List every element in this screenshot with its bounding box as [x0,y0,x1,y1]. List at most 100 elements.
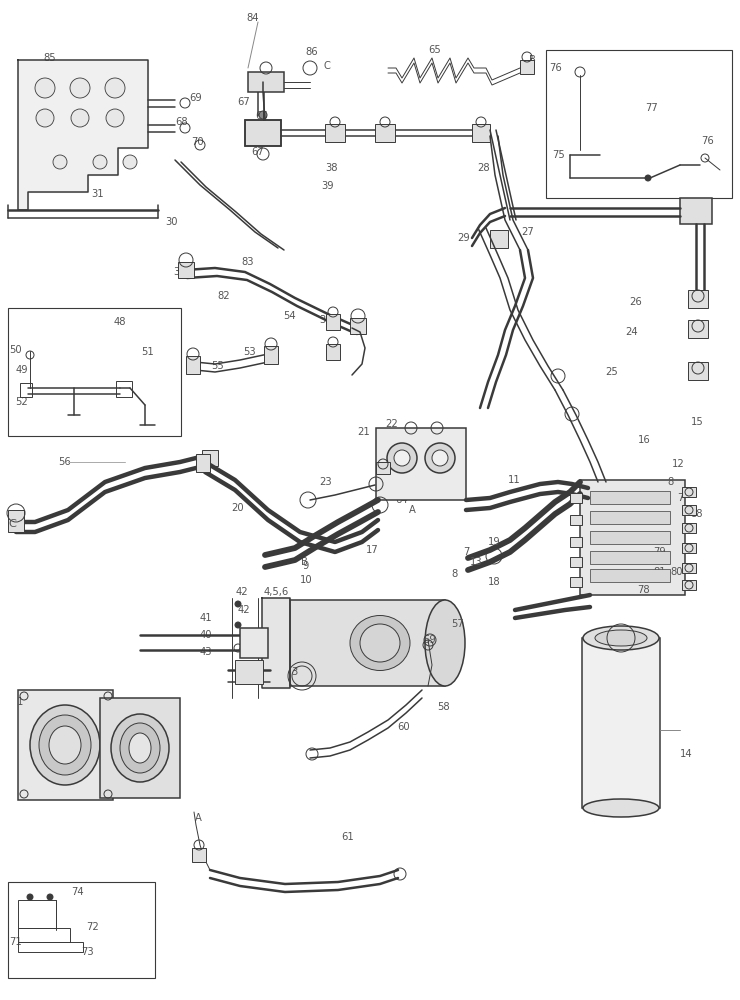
Bar [8,882,155,978]
Bar [235,660,263,684]
Text: 77: 77 [645,103,659,113]
Bar [240,628,268,658]
Text: A: A [195,813,201,823]
Text: 51: 51 [141,347,155,357]
Text: 28: 28 [478,163,491,173]
Ellipse shape [595,630,647,646]
Bar [688,320,708,338]
Text: 42: 42 [238,605,250,615]
Text: 65: 65 [428,45,441,55]
Bar [570,557,582,567]
Polygon shape [18,60,148,210]
Bar [582,638,660,808]
Text: 70: 70 [192,137,204,147]
Text: 60: 60 [397,722,410,732]
Bar [196,454,210,472]
Text: 43: 43 [200,647,212,657]
Circle shape [394,450,410,466]
Text: 31: 31 [92,189,104,199]
Circle shape [71,109,89,127]
Ellipse shape [129,733,151,763]
Bar [590,551,670,564]
Text: 85: 85 [44,53,56,63]
Text: 22: 22 [386,419,398,429]
Bar [688,362,708,380]
Ellipse shape [583,626,659,650]
Bar [570,537,582,547]
Bar [546,50,732,198]
Bar [570,577,582,587]
Text: 42: 42 [235,587,249,597]
Ellipse shape [350,615,410,670]
Text: 76: 76 [550,63,562,73]
Bar [8,308,181,436]
Circle shape [387,443,417,473]
Text: 80: 80 [670,567,683,577]
Bar [590,531,670,544]
Text: 57: 57 [451,619,465,629]
Bar [520,60,534,74]
Bar [682,523,696,533]
Text: 1: 1 [17,697,23,707]
Text: 53: 53 [243,347,256,357]
Bar [178,262,194,278]
Text: 2: 2 [147,767,153,777]
Text: 83: 83 [242,257,255,267]
Text: 49: 49 [16,365,28,375]
Text: C: C [8,519,16,529]
Text: 64: 64 [396,495,408,505]
Ellipse shape [425,600,465,686]
Bar [116,381,132,397]
Text: 26: 26 [630,297,642,307]
Circle shape [432,450,448,466]
Text: 63: 63 [425,470,438,480]
Text: 44: 44 [238,662,250,672]
Bar [376,462,390,474]
Text: 56: 56 [58,457,71,467]
Ellipse shape [39,715,91,775]
Text: 76: 76 [702,136,714,146]
Bar [8,510,24,532]
Text: 13: 13 [470,557,482,567]
Text: 62: 62 [417,485,431,495]
Text: 50: 50 [10,345,22,355]
Circle shape [235,601,241,607]
Ellipse shape [120,723,160,773]
Text: 10: 10 [300,575,312,585]
Text: 8: 8 [451,569,457,579]
Text: 67: 67 [252,147,264,157]
Text: 55: 55 [212,361,224,371]
Bar [202,450,218,466]
Circle shape [123,155,137,169]
Text: C: C [10,515,16,525]
Text: 73: 73 [81,947,93,957]
Circle shape [259,111,267,119]
Bar [18,690,113,800]
Text: 88: 88 [690,509,703,519]
Text: 21: 21 [357,427,371,437]
Text: 9: 9 [303,561,309,571]
Text: 16: 16 [638,435,650,445]
Text: 4,5,6: 4,5,6 [263,587,289,597]
Ellipse shape [111,714,169,782]
Bar [590,511,670,524]
Text: A: A [408,505,415,515]
Bar [375,124,395,142]
Bar [290,600,445,686]
Text: 20: 20 [232,503,244,513]
Text: 18: 18 [488,577,500,587]
Bar [100,698,180,798]
Bar [376,428,466,500]
Circle shape [53,155,67,169]
Text: 38: 38 [326,345,338,355]
Text: 71: 71 [10,937,22,947]
Text: 41: 41 [238,645,250,655]
Text: 32: 32 [174,267,186,277]
Text: 68: 68 [175,117,188,127]
Bar [18,928,70,942]
Text: 48: 48 [114,317,127,327]
Bar [682,505,696,515]
Bar [186,356,200,374]
Bar [325,124,345,142]
Circle shape [106,109,124,127]
